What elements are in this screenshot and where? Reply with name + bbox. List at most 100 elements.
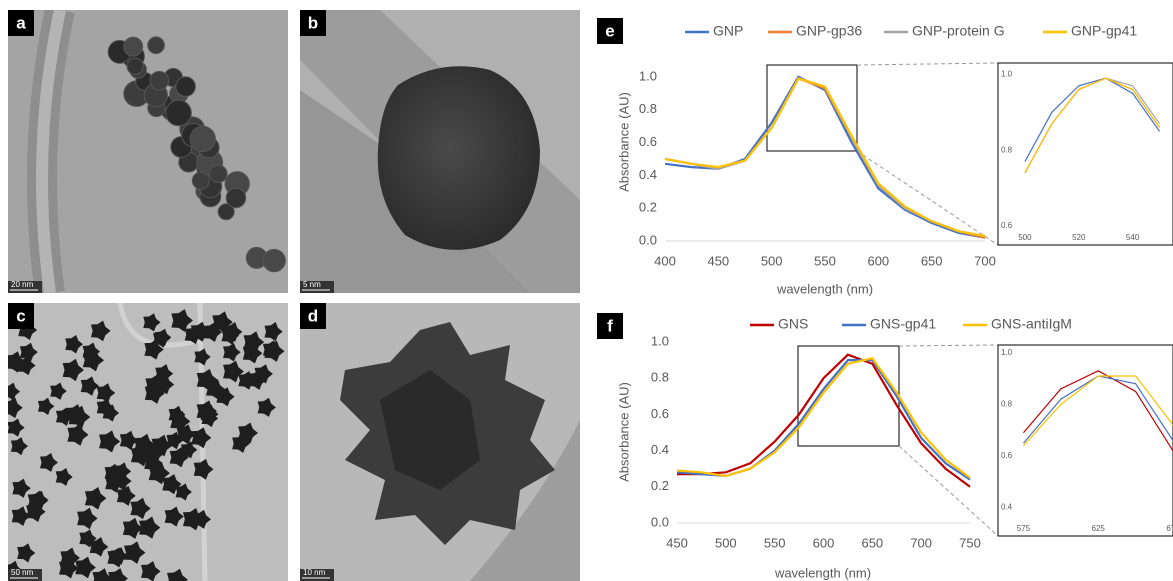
- panel-label-box: [597, 18, 623, 44]
- nanostar: [133, 433, 156, 457]
- tem-image-d: [300, 303, 580, 581]
- zoom-box: [766, 64, 858, 152]
- nanostar: [55, 468, 73, 486]
- legend-label: GNP-protein G: [912, 23, 1005, 39]
- series-line: [677, 353, 971, 488]
- series-line: [1022, 375, 1173, 447]
- x-tick-label: 500: [715, 535, 737, 550]
- nanostar: [82, 342, 101, 361]
- tem-image-b: [300, 10, 580, 293]
- x-tick-label: 575: [1017, 524, 1031, 533]
- nanostar: [196, 400, 218, 422]
- x-tick-label: 400: [654, 253, 676, 268]
- y-tick-label: 0.6: [1001, 451, 1013, 460]
- nanostar: [124, 541, 146, 564]
- plots: 0.0 0.2 0.4 0.6 0.8 1.0 400 450 500 550 600 650 700 e…: [597, 18, 1173, 580]
- nanostar: [182, 508, 205, 531]
- x-tick-label: 625: [1092, 524, 1106, 533]
- panel-label: d: [308, 306, 318, 325]
- nanostar: [144, 339, 164, 360]
- nanostar: [12, 478, 31, 498]
- nanostar: [50, 382, 67, 400]
- nanostar: [67, 423, 89, 446]
- x-tick-label: 540: [1126, 233, 1140, 242]
- nanostar: [191, 427, 212, 449]
- legend-label: GNS: [778, 316, 808, 332]
- nanostar: [75, 556, 96, 579]
- nanostar: [175, 483, 192, 501]
- nanostar: [146, 444, 165, 463]
- legend-label: GNS-gp41: [870, 316, 936, 332]
- nanostar: [11, 506, 31, 526]
- panel-label-box: [8, 303, 34, 329]
- nanostar: [254, 364, 273, 384]
- nanostar: [10, 437, 28, 456]
- particle: [262, 248, 286, 273]
- y-tick-label: 0.6: [1001, 221, 1013, 230]
- nanostar: [119, 430, 139, 450]
- nanostar: [8, 382, 21, 401]
- x-tick-label: 520: [1072, 233, 1086, 242]
- nanostar: [8, 418, 25, 437]
- particle: [149, 70, 170, 91]
- nanostar: [151, 434, 173, 457]
- nanostar: [171, 309, 193, 332]
- x-tick-label: 650: [861, 535, 883, 550]
- legend-label: GNS-antiIgM: [991, 316, 1072, 332]
- series-line: [664, 75, 986, 239]
- particle: [126, 57, 144, 75]
- y-tick-label: 0.2: [639, 200, 657, 215]
- y-tick-label: 0.8: [1001, 399, 1013, 408]
- nanostar: [104, 463, 123, 483]
- particle: [225, 187, 247, 209]
- x-tick-label: 600: [867, 253, 889, 268]
- panel-label-box: [300, 303, 326, 329]
- panel-label: a: [16, 13, 26, 32]
- series-line: [664, 77, 986, 238]
- x-tick-label: 550: [764, 535, 786, 550]
- nanostar: [232, 433, 251, 453]
- nanostar: [141, 561, 161, 581]
- nanostar: [180, 441, 198, 459]
- series-line: [1024, 77, 1161, 162]
- particle: [209, 164, 228, 184]
- nanostar: [84, 487, 107, 510]
- series-line: [664, 77, 986, 239]
- nanostar: [17, 355, 36, 376]
- y-axis-title: Absorbance (AU): [616, 382, 631, 482]
- panel-label: c: [16, 306, 25, 325]
- series-line: [664, 77, 986, 238]
- y-tick-label: 0.0: [639, 232, 657, 247]
- nanostar: [166, 568, 188, 581]
- legend-label: GNP-gp36: [796, 23, 862, 39]
- y-tick-label: 1.0: [651, 333, 669, 348]
- inset-frame: [997, 62, 1173, 246]
- nanostar: [89, 537, 109, 557]
- series-group: [1024, 77, 1161, 174]
- x-tick-label: 500: [761, 253, 783, 268]
- x-tick-label: 600: [813, 535, 835, 550]
- nanostar: [65, 334, 83, 354]
- zoom-connector: [856, 62, 999, 66]
- y-tick-label: 0.4: [639, 167, 657, 182]
- series-group: [1022, 370, 1173, 452]
- y-tick-label: 0.2: [651, 478, 669, 493]
- scale-bar-label: 20 nm: [11, 280, 34, 289]
- nanostar: [154, 328, 172, 346]
- nanostar: [155, 374, 175, 395]
- y-tick-label: 1.0: [639, 68, 657, 83]
- x-axis-title: wavelength (nm): [774, 565, 871, 580]
- nanostar: [223, 342, 241, 362]
- particle: [191, 171, 210, 190]
- nanostar: [212, 311, 233, 333]
- nanostar: [96, 383, 116, 403]
- nanostar: [144, 382, 165, 404]
- nanostar: [96, 398, 115, 417]
- particle: [189, 125, 216, 153]
- nanostar: [17, 543, 36, 563]
- y-tick-label: 0.8: [651, 370, 669, 385]
- series-line: [1022, 370, 1173, 452]
- legend-label: GNP-gp41: [1071, 23, 1137, 39]
- x-tick-label: 550: [814, 253, 836, 268]
- particle: [147, 36, 165, 55]
